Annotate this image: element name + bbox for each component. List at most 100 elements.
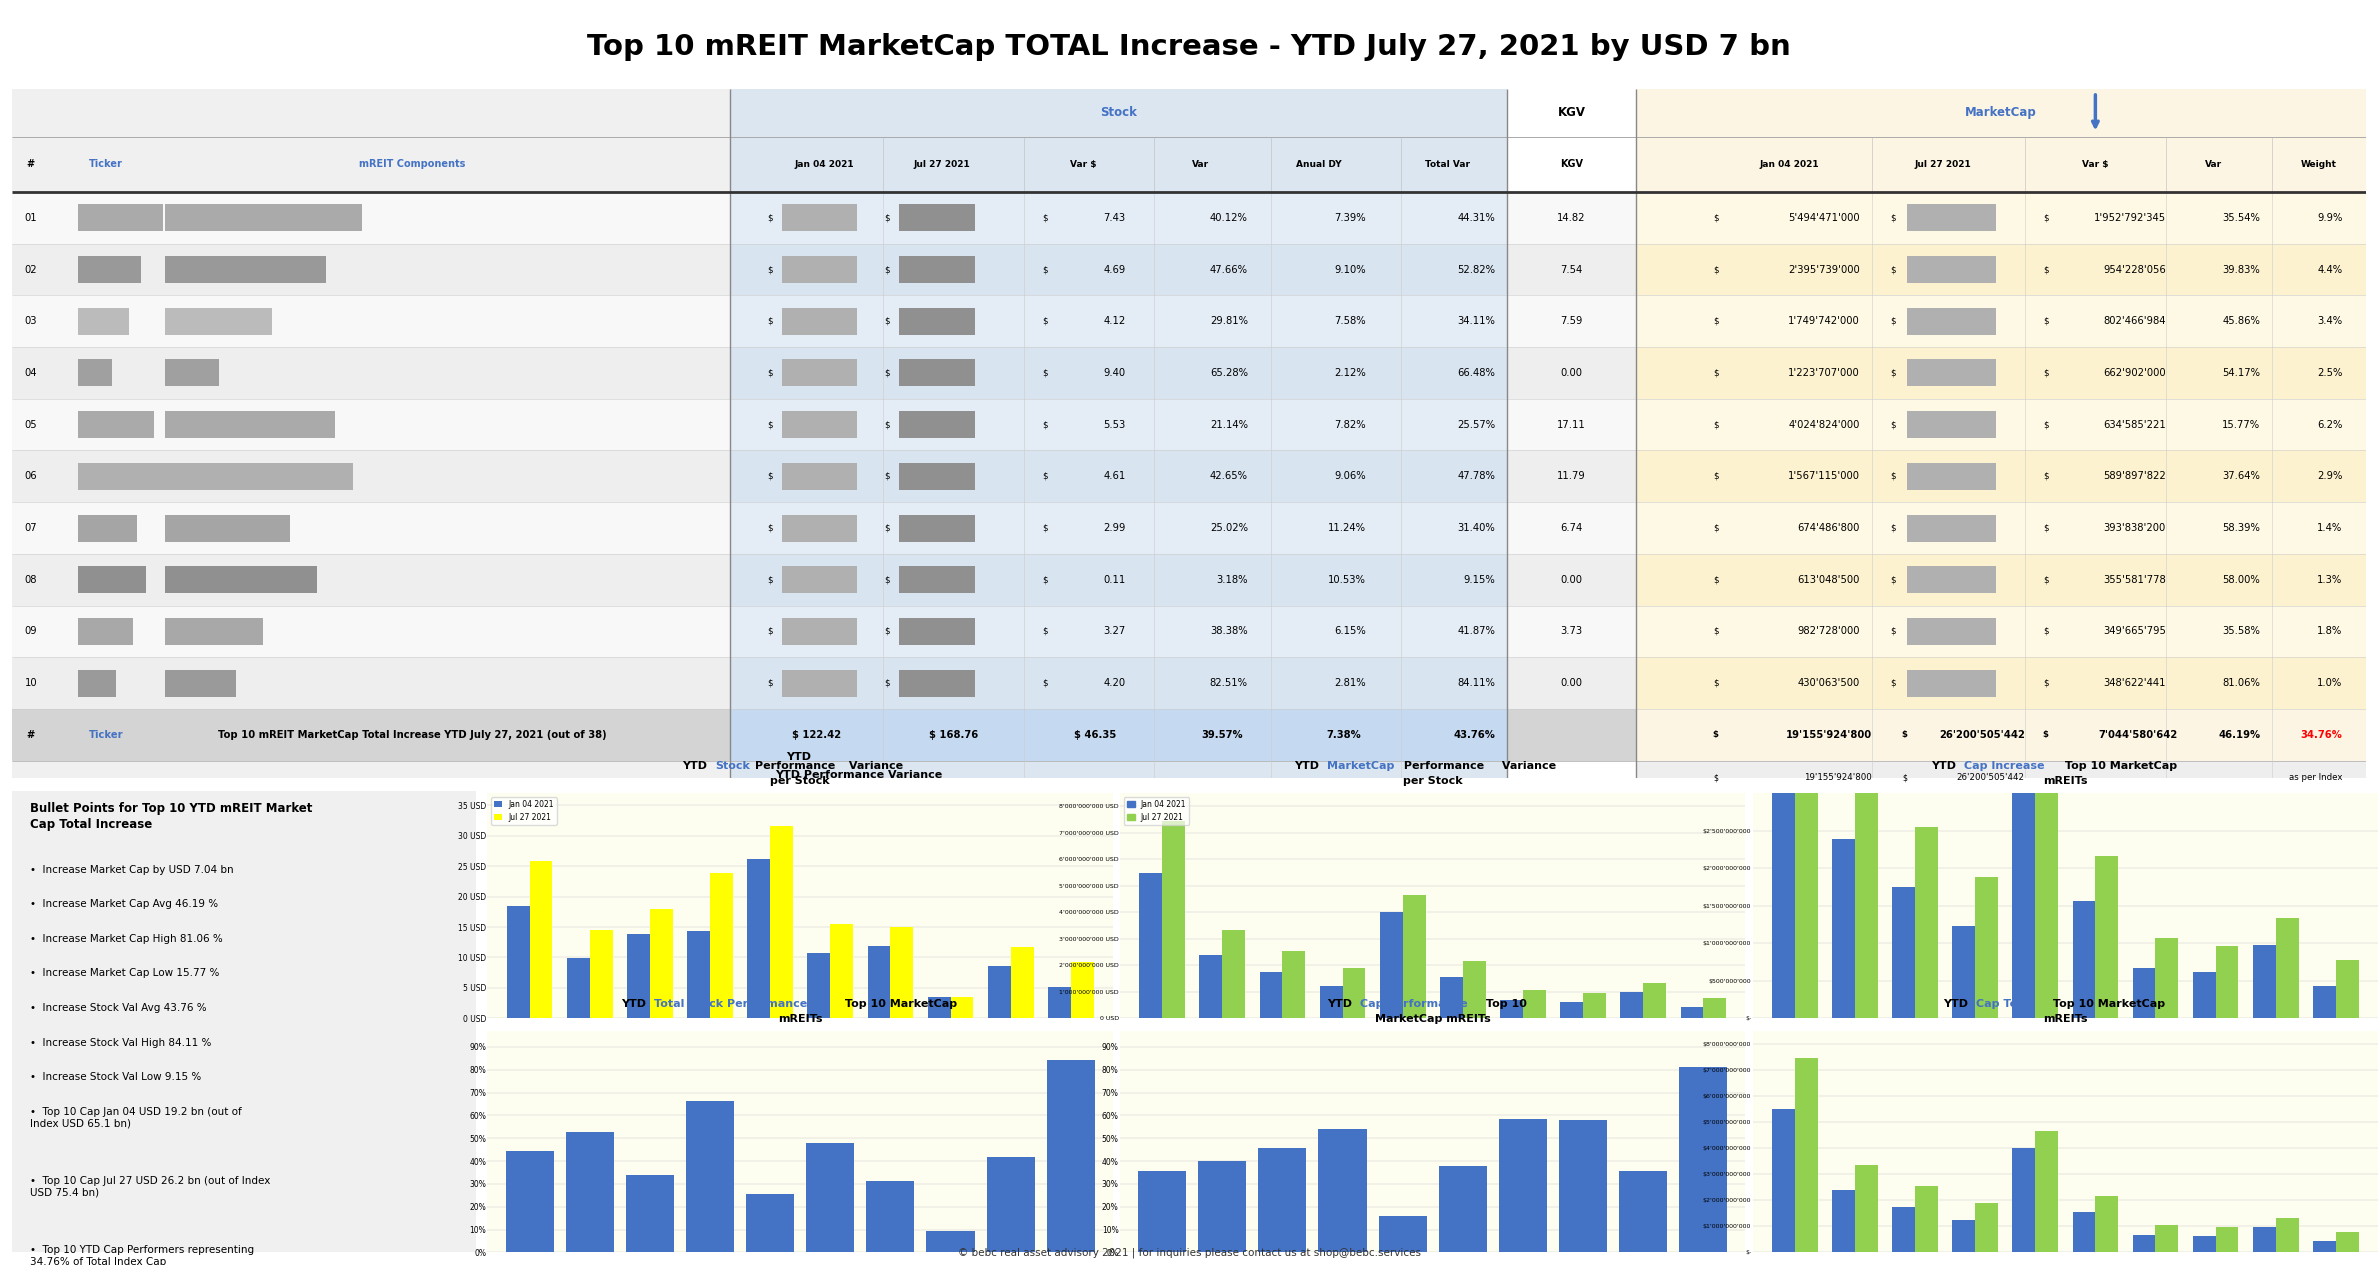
Bar	[1379, 1217, 1427, 1252]
Text: Top 10 MarketCap: Top 10 MarketCap	[842, 999, 956, 1009]
Text: as per Index: as per Index	[2290, 773, 2342, 783]
Text: 674'486'800: 674'486'800	[1798, 522, 1860, 533]
Text: $: $	[1712, 524, 1719, 533]
Text: mREITs: mREITs	[2043, 777, 2088, 787]
Text: 2.12%: 2.12%	[1334, 368, 1365, 378]
Text: 46.19%: 46.19%	[2219, 730, 2259, 740]
Text: 65'109'815'100: 65'109'815'100	[1805, 808, 1871, 817]
Text: Var $: Var $	[1070, 159, 1096, 170]
Bar	[1907, 307, 1998, 335]
Bar	[899, 567, 975, 593]
Text: Stock: Stock	[716, 760, 749, 770]
Text: #: #	[26, 730, 36, 740]
Bar	[927, 1231, 975, 1252]
Text: 3.18%: 3.18%	[1218, 574, 1248, 584]
Text: 26'200'505'442: 26'200'505'442	[1938, 730, 2024, 740]
Bar	[164, 359, 219, 386]
Bar	[1584, 993, 1605, 1018]
Bar	[1893, 887, 1914, 1018]
Bar	[12, 502, 730, 554]
Bar	[507, 906, 530, 1018]
Text: $: $	[1042, 266, 1049, 275]
Bar	[12, 658, 730, 708]
Bar	[1508, 502, 1636, 554]
Bar	[1795, 459, 1817, 1018]
Text: 7'044'580'642: 7'044'580'642	[2097, 730, 2178, 740]
Text: $: $	[1042, 472, 1049, 481]
Bar	[1320, 985, 1344, 1018]
Bar	[2074, 1212, 2095, 1252]
Bar	[1636, 347, 2366, 398]
Bar	[164, 256, 326, 283]
Text: 38.38%: 38.38%	[1210, 626, 1248, 636]
Text: 54.17%: 54.17%	[2221, 368, 2259, 378]
Text: 1.4%: 1.4%	[2316, 522, 2342, 533]
Text: $: $	[885, 368, 889, 377]
Text: 10: 10	[24, 678, 38, 688]
Bar	[1508, 450, 1636, 502]
Text: 35.58%: 35.58%	[2223, 626, 2259, 636]
Bar	[1636, 398, 2366, 450]
Text: per Stock: per Stock	[1403, 777, 1462, 787]
Bar	[770, 826, 792, 1018]
Text: 19'155'924'800: 19'155'924'800	[1786, 730, 1871, 740]
Text: $: $	[766, 472, 773, 481]
Bar	[1703, 998, 1726, 1018]
Bar	[2012, 1147, 2036, 1252]
Bar	[730, 244, 1508, 296]
Bar	[730, 398, 1508, 450]
Text: 42.65%: 42.65%	[1210, 472, 1248, 482]
Bar	[1379, 912, 1403, 1018]
Text: 17.11: 17.11	[1558, 420, 1586, 430]
Text: Cap Increase: Cap Increase	[1964, 760, 2045, 770]
Text: Var: Var	[2204, 159, 2221, 170]
Bar	[164, 669, 235, 697]
Bar	[164, 307, 271, 335]
Text: $: $	[1042, 368, 1049, 377]
Bar	[12, 450, 730, 502]
Text: $: $	[1042, 679, 1049, 688]
Text: 1'749'742'000: 1'749'742'000	[1788, 316, 1860, 326]
Bar	[507, 1151, 554, 1252]
Text: $ 122.42: $ 122.42	[792, 730, 842, 740]
Text: 9.15%: 9.15%	[1462, 574, 1496, 584]
Text: $: $	[1891, 214, 1895, 223]
Bar	[1403, 894, 1424, 1018]
Bar	[782, 411, 856, 438]
Text: 25.57%: 25.57%	[1458, 420, 1496, 430]
Bar	[782, 669, 856, 697]
Bar	[2276, 918, 2300, 1018]
Bar	[628, 935, 649, 1018]
Bar	[2012, 716, 2036, 1018]
Text: 7.38%: 7.38%	[1327, 730, 1360, 740]
Text: 07: 07	[24, 522, 38, 533]
Text: Variance: Variance	[844, 760, 904, 770]
Bar	[782, 619, 856, 645]
Text: 52.82%: 52.82%	[1458, 264, 1496, 275]
Text: 982'728'000: 982'728'000	[1798, 626, 1860, 636]
Text: $: $	[885, 266, 889, 275]
Bar	[1508, 554, 1636, 606]
Bar	[12, 554, 730, 606]
Bar	[1508, 398, 1636, 450]
Text: $: $	[1712, 730, 1719, 739]
Bar	[1522, 990, 1546, 1018]
Bar	[649, 910, 673, 1018]
Bar	[1282, 951, 1306, 1018]
Bar	[1498, 1120, 1548, 1252]
Text: •  Increase Stock Val High 84.11 %: • Increase Stock Val High 84.11 %	[31, 1037, 212, 1047]
Bar	[1679, 1068, 1726, 1252]
Text: 954'228'056: 954'228'056	[2102, 264, 2166, 275]
Text: mREITs: mREITs	[778, 1015, 823, 1025]
Bar	[782, 567, 856, 593]
Text: $: $	[766, 524, 773, 533]
Bar	[2133, 1235, 2154, 1252]
Bar	[1855, 767, 1879, 1018]
Text: 4.12: 4.12	[1103, 316, 1125, 326]
Bar	[730, 295, 1508, 347]
Text: 08: 08	[24, 574, 38, 584]
Text: 44.31%: 44.31%	[1458, 213, 1496, 223]
Text: $: $	[885, 214, 889, 223]
Bar	[2276, 1218, 2300, 1252]
Text: YTD: YTD	[682, 760, 711, 770]
